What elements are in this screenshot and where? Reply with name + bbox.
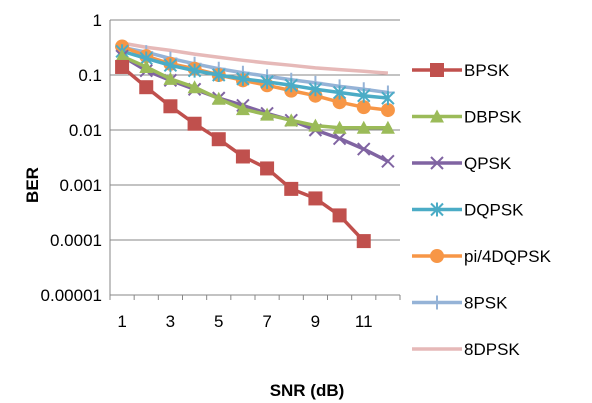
- data-point: [187, 63, 202, 78]
- series-pi-4dqpsk: [115, 39, 395, 118]
- data-point: [430, 63, 444, 77]
- data-point: [332, 120, 347, 134]
- x-axis-title: SNR (dB): [270, 381, 345, 400]
- data-point: [356, 100, 371, 115]
- data-point: [380, 103, 395, 118]
- data-point: [211, 132, 226, 147]
- y-tick-label: 0.01: [69, 121, 102, 140]
- data-point: [332, 95, 347, 110]
- y-tick-label: 0.00001: [41, 286, 102, 305]
- legend-label: DBPSK: [464, 108, 522, 127]
- legend-item: DBPSK: [412, 108, 522, 127]
- x-tick-label: 9: [311, 312, 320, 331]
- data-point: [308, 191, 323, 206]
- data-point: [139, 59, 154, 73]
- data-point: [430, 249, 444, 263]
- data-point: [284, 113, 299, 127]
- data-point: [381, 154, 395, 168]
- data-point: [260, 161, 275, 176]
- legend-item: BPSK: [412, 61, 510, 80]
- series-qpsk: [115, 49, 395, 168]
- y-tick-labels: 1 0.1 0.01 0.001 0.0001 0.00001: [41, 11, 102, 305]
- data-point: [236, 71, 250, 86]
- series-line: [121, 41, 389, 75]
- x-tick-label: 3: [166, 312, 175, 331]
- legend-label: DQPSK: [464, 201, 524, 220]
- data-point: [332, 85, 347, 100]
- x-tick-label: 7: [262, 312, 271, 331]
- data-point: [380, 120, 395, 134]
- data-point: [430, 202, 444, 217]
- data-point: [235, 102, 250, 116]
- data-point: [430, 295, 444, 310]
- data-point: [284, 78, 298, 93]
- data-point: [308, 118, 323, 132]
- series-dbpsk: [115, 49, 395, 134]
- data-point: [115, 49, 130, 63]
- data-point: [187, 80, 202, 94]
- data-point: [212, 68, 226, 82]
- data-point: [284, 181, 299, 196]
- series-line: [121, 54, 388, 130]
- data-point: [357, 142, 371, 156]
- legend-item: pi/4DQPSK: [412, 247, 552, 266]
- data-point: [356, 234, 371, 249]
- data-point: [115, 59, 130, 74]
- y-tick-label: 0.001: [59, 176, 102, 195]
- legend-label: pi/4DQPSK: [464, 247, 552, 266]
- data-point: [381, 91, 395, 106]
- data-point: [235, 149, 250, 164]
- legend-item: QPSK: [412, 154, 512, 173]
- data-point: [332, 131, 347, 146]
- x-tick-label: 11: [355, 312, 373, 331]
- x-tick-labels: 1 3 5 7 9 11: [117, 312, 372, 331]
- data-point: [187, 116, 202, 131]
- legend-label: 8DPSK: [464, 340, 520, 359]
- legend-item: 8PSK: [412, 294, 508, 313]
- y-tick-label: 0.0001: [50, 231, 102, 250]
- data-point: [308, 82, 323, 97]
- legend: BPSK DBPSK QPSK DQPSK pi/4DQPSK 8PSK 8DPSK: [412, 61, 552, 359]
- data-point: [211, 91, 226, 105]
- series-8dpsk: [121, 41, 389, 75]
- legend-item: DQPSK: [412, 201, 524, 220]
- x-tick-label: 5: [214, 312, 223, 331]
- x-tick-label: 1: [117, 312, 126, 331]
- legend-label: QPSK: [464, 154, 512, 173]
- legend-label: 8PSK: [464, 294, 508, 313]
- data-point: [260, 107, 275, 121]
- data-point: [163, 71, 178, 85]
- data-point: [356, 120, 371, 134]
- data-point: [163, 58, 178, 73]
- legend-item: 8DPSK: [412, 340, 520, 359]
- series-dqpsk: [115, 44, 395, 106]
- y-tick-label: 0.1: [78, 66, 102, 85]
- data-point: [163, 99, 178, 114]
- series-group: [115, 39, 395, 249]
- data-point: [139, 80, 154, 95]
- data-point: [357, 88, 371, 103]
- legend-label: BPSK: [464, 61, 510, 80]
- y-axis-title: BER: [23, 167, 42, 203]
- series-line: [121, 49, 389, 100]
- data-point: [430, 156, 444, 170]
- data-point: [332, 208, 347, 223]
- y-tick-label: 1: [93, 11, 102, 30]
- series-bpsk: [115, 59, 371, 249]
- axes: [109, 20, 401, 300]
- data-point: [430, 109, 444, 123]
- data-point: [260, 74, 274, 89]
